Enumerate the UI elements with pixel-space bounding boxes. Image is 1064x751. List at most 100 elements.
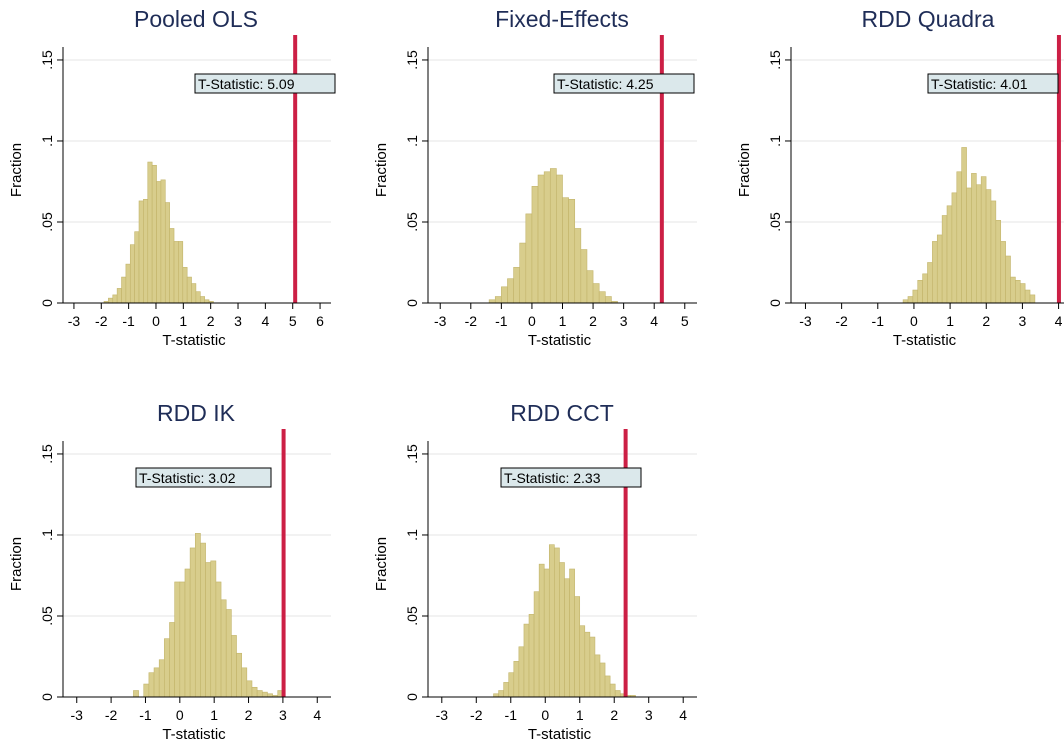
y-tick-label: .1 <box>404 135 420 147</box>
histogram-bar <box>598 291 606 304</box>
chart-title: Fixed-Effects <box>495 6 629 32</box>
histogram-bar <box>528 614 535 698</box>
histogram-bar <box>537 174 545 304</box>
y-axis-label: Fraction <box>8 537 25 591</box>
x-tick-label: 5 <box>289 313 297 329</box>
x-tick-label: -2 <box>105 707 118 723</box>
x-tick-label: 6 <box>316 313 324 329</box>
histogram-bar <box>980 176 987 304</box>
histogram-bar <box>108 297 114 304</box>
histogram-bar <box>1005 255 1011 304</box>
histogram-bar <box>985 189 992 304</box>
histogram-bar <box>241 667 248 698</box>
x-tick-label: 4 <box>679 707 687 723</box>
annotation-box <box>553 73 695 94</box>
annotation-label: T-Statistic: 4.25 <box>557 76 654 92</box>
annotation-box <box>500 467 642 488</box>
histogram-bar <box>533 591 540 698</box>
histogram-bar <box>116 288 122 304</box>
histogram-bar <box>946 205 953 304</box>
histogram-bar <box>138 200 144 304</box>
histogram-bar <box>941 215 948 304</box>
y-tick-label: .15 <box>767 50 783 70</box>
histogram-bar <box>156 181 162 304</box>
y-tick-label: .15 <box>39 444 55 464</box>
histogram-bar <box>158 659 165 698</box>
x-tick-label: -1 <box>872 313 885 329</box>
y-tick-label: 0 <box>767 299 783 307</box>
histogram-bar <box>508 672 515 698</box>
x-tick-label: 0 <box>176 707 184 723</box>
x-tick-label: -2 <box>470 707 483 723</box>
histogram-bar <box>210 560 217 698</box>
annotation-box <box>194 73 336 94</box>
y-tick-label: .15 <box>39 50 55 70</box>
annotation-label: T-Statistic: 5.09 <box>198 76 295 92</box>
histogram-bar <box>971 173 977 304</box>
x-tick-label: 5 <box>681 313 689 329</box>
histogram-bar <box>191 283 197 304</box>
histogram-bar <box>143 683 150 698</box>
x-tick-label: 0 <box>910 313 918 329</box>
histogram-bar <box>966 187 972 304</box>
histogram-bar <box>564 578 570 698</box>
x-tick-label: -3 <box>68 313 81 329</box>
histogram-panel-5: T-Statistic: 2.33 -3 -2 -1 0 1 2 3 4 0 .05 .1 .15 T-s… <box>373 400 697 743</box>
histogram-bar <box>912 289 919 304</box>
histogram-bar <box>251 686 258 698</box>
x-tick-label: -3 <box>436 707 449 723</box>
histogram-bar <box>134 231 140 304</box>
histogram-bar <box>195 291 201 304</box>
x-tick-label: 2 <box>610 707 618 723</box>
histogram-bar <box>215 581 222 698</box>
histogram-bar <box>164 202 170 304</box>
chart-title: RDD IK <box>157 400 236 426</box>
histogram-bar <box>584 631 591 698</box>
histogram-bar <box>1015 280 1021 304</box>
histogram-bar <box>231 635 237 698</box>
y-tick-label: .05 <box>767 212 783 232</box>
histogram-bar <box>936 234 943 304</box>
histogram-bar <box>927 262 933 304</box>
x-tick-label: 4 <box>650 313 658 329</box>
x-tick-label: 2 <box>245 707 253 723</box>
histogram-bar <box>246 680 253 698</box>
annotation-box <box>135 467 272 488</box>
y-axis-label: Fraction <box>373 537 390 591</box>
histogram-bar <box>568 199 576 304</box>
histogram-panel-1: T-Statistic: 5.09 -3 -2 -1 0 1 2 3 4 5 6 0 .05 .1 .15 T… <box>8 6 336 349</box>
histogram-bar <box>507 278 514 304</box>
x-tick-label: 1 <box>210 707 218 723</box>
histogram-bar <box>164 638 170 698</box>
histogram-bar <box>513 267 521 304</box>
y-tick-label: .1 <box>404 529 420 541</box>
histogram-bar <box>579 625 586 698</box>
histogram-bar <box>513 661 520 698</box>
histogram-bar <box>256 690 263 698</box>
histogram-bar <box>922 273 928 304</box>
x-tick-label: 2 <box>589 313 597 329</box>
histogram-bar <box>559 562 565 698</box>
histogram-bar <box>199 296 205 304</box>
x-tick-label: 2 <box>982 313 990 329</box>
chart-title: Pooled OLS <box>134 6 258 32</box>
annotation-label: T-Statistic: 4.01 <box>931 76 1028 92</box>
histogram-bar <box>556 174 563 304</box>
x-tick-label: -1 <box>505 707 518 723</box>
histogram-bar <box>580 249 588 304</box>
histogram-bar <box>554 547 560 698</box>
histogram-bar <box>173 241 179 304</box>
histogram-bar <box>1000 241 1006 304</box>
x-tick-label: 2 <box>207 313 215 329</box>
histogram-bar <box>574 228 582 304</box>
histogram-bar <box>121 276 127 304</box>
x-tick-label: 4 <box>313 707 321 723</box>
y-tick-label: 0 <box>404 299 420 307</box>
x-axis-label: T-statistic <box>528 726 592 743</box>
histogram-bar <box>236 652 242 698</box>
histogram-bar <box>609 683 616 698</box>
histogram-bar <box>519 242 527 304</box>
y-tick-label: .05 <box>404 606 420 626</box>
y-tick-label: 0 <box>39 693 55 701</box>
